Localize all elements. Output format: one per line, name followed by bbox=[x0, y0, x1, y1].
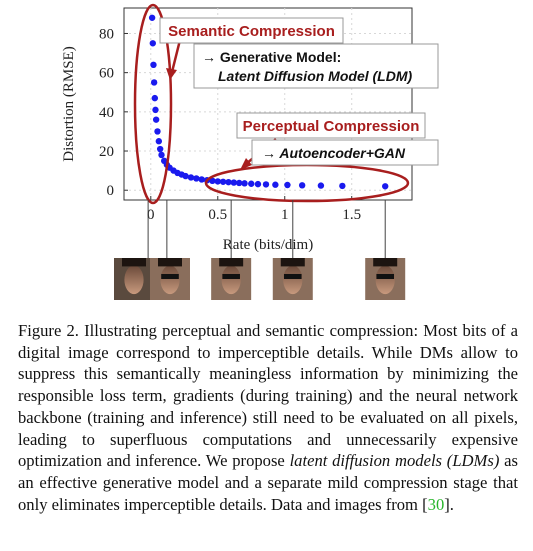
data-point-29 bbox=[248, 180, 255, 187]
thumbnail-image-3 bbox=[272, 258, 313, 300]
x-tick-label-0: 0 bbox=[147, 207, 155, 223]
data-point-23 bbox=[214, 178, 221, 185]
y-tick-label-3: 60 bbox=[99, 66, 114, 82]
caption-text-2: as an effective generative model and a s… bbox=[18, 451, 518, 514]
y-axis-ticks: 0 20 40 60 80 bbox=[99, 26, 128, 199]
y-tick-label-1: 20 bbox=[99, 144, 114, 160]
x-tick-label-2: 1 bbox=[281, 207, 289, 223]
data-point-32 bbox=[272, 181, 279, 188]
autoencoder-text: → Autoencoder+GAN bbox=[262, 145, 406, 161]
data-point-1 bbox=[149, 40, 156, 47]
data-point-33 bbox=[284, 181, 291, 189]
data-point-19 bbox=[193, 175, 200, 182]
data-point-37 bbox=[382, 183, 389, 190]
semantic-label: Semantic Compression bbox=[168, 23, 335, 40]
data-point-24 bbox=[219, 178, 227, 185]
data-point-25 bbox=[225, 178, 232, 186]
semantic-compression-ellipse bbox=[133, 3, 173, 205]
data-point-4 bbox=[151, 94, 159, 102]
semantic-label-box bbox=[159, 17, 344, 44]
y-axis-label: Distortion (RMSE) bbox=[61, 46, 77, 161]
data-point-20 bbox=[198, 176, 205, 183]
perceptual-arrowhead bbox=[240, 158, 252, 170]
data-series bbox=[148, 14, 389, 190]
data-point-27 bbox=[236, 179, 243, 187]
thumbnail-image-0 bbox=[114, 258, 154, 300]
data-point-34 bbox=[298, 182, 306, 189]
perceptual-label-box bbox=[236, 112, 426, 139]
thumbnail-image-2 bbox=[211, 258, 252, 300]
data-point-26 bbox=[230, 179, 238, 186]
data-point-3 bbox=[150, 79, 158, 86]
data-point-9 bbox=[156, 145, 164, 153]
data-point-6 bbox=[152, 116, 160, 123]
caption-text-1: Figure 2. Illustrating perceptual and se… bbox=[18, 321, 518, 471]
thumbnail-image-4 bbox=[365, 258, 406, 300]
data-point-5 bbox=[152, 106, 159, 114]
generative-model-box bbox=[193, 43, 439, 89]
rate-distortion-figure: 0 20 40 60 80 0 0.5 1 1.5 Distortion (RMSE) Rat… bbox=[61, 3, 439, 300]
data-point-28 bbox=[241, 180, 248, 187]
data-point-10 bbox=[158, 151, 165, 159]
x-tick-label-3: 1.5 bbox=[342, 207, 361, 223]
generative-model-text: → Generative Model: bbox=[202, 49, 341, 65]
thumbnail-strip bbox=[114, 200, 406, 300]
data-point-8 bbox=[155, 138, 163, 145]
autoencoder-box bbox=[251, 139, 439, 166]
caption-emphasis: latent diffusion models (LDMs) bbox=[289, 451, 500, 471]
caption-text-3: ]. bbox=[444, 494, 454, 514]
data-point-35 bbox=[317, 182, 325, 189]
thumbnail-image-1 bbox=[150, 258, 190, 300]
data-point-2 bbox=[150, 61, 157, 69]
data-point-30 bbox=[254, 180, 262, 188]
y-tick-label-2: 40 bbox=[99, 105, 114, 121]
y-tick-label-4: 80 bbox=[99, 26, 114, 42]
ldm-text: Latent Diffusion Model (LDM) bbox=[218, 68, 412, 84]
citation-link[interactable]: 30 bbox=[427, 494, 445, 514]
figure-caption: Figure 2. Illustrating perceptual and se… bbox=[18, 320, 518, 515]
data-point-18 bbox=[187, 174, 195, 181]
x-axis-label: Rate (bits/dim) bbox=[223, 237, 313, 253]
data-point-36 bbox=[339, 182, 346, 190]
data-point-22 bbox=[209, 177, 216, 184]
data-point-17 bbox=[182, 172, 189, 180]
y-tick-label-0: 0 bbox=[107, 183, 115, 199]
x-tick-label-1: 0.5 bbox=[208, 207, 227, 223]
x-axis-ticks: 0 0.5 1 1.5 bbox=[147, 196, 361, 223]
semantic-arrowhead bbox=[166, 68, 177, 80]
data-point-7 bbox=[154, 128, 161, 135]
perceptual-label: Perceptual Compression bbox=[243, 118, 420, 135]
data-point-31 bbox=[262, 181, 270, 188]
data-point-0 bbox=[148, 14, 156, 21]
